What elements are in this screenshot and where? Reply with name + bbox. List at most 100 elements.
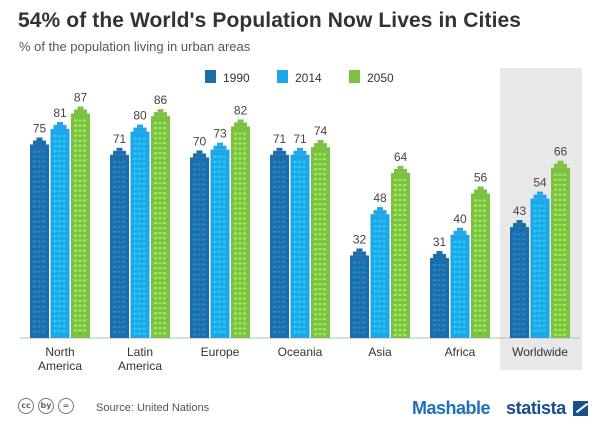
bar-roof <box>314 143 327 148</box>
data-label-asia-1990: 32 <box>353 232 367 246</box>
bar-north-america-1990 <box>30 137 49 338</box>
bar-asia-2050 <box>391 165 410 338</box>
bar-windows <box>33 150 45 333</box>
license-icons: cc by = <box>18 398 74 414</box>
bar-windows <box>373 220 386 333</box>
category-label-africa: Africa <box>445 345 476 359</box>
bar-africa-1990 <box>430 251 449 338</box>
data-label-asia-2050: 64 <box>394 150 408 164</box>
bar-windows <box>453 240 466 333</box>
bar-asia-2014 <box>370 207 390 338</box>
statista-logo[interactable]: statista <box>506 398 566 418</box>
category-label-north-america: North America <box>38 345 82 373</box>
bar-antenna <box>196 150 203 154</box>
bar-roof <box>133 127 147 132</box>
bar-worldwide-2014 <box>530 191 550 338</box>
bar-europe-2050 <box>231 119 250 338</box>
bar-roof <box>113 150 126 155</box>
bar-antenna <box>36 137 43 141</box>
bar-antenna <box>157 109 164 113</box>
bar-antenna <box>137 124 143 128</box>
data-label-oceania-2050: 74 <box>314 124 328 138</box>
bar-north-america-2014 <box>50 122 70 338</box>
bar-windows <box>293 160 306 333</box>
chart-subtitle: % of the population living in urban area… <box>19 39 251 54</box>
bar-windows <box>213 155 226 333</box>
legend-swatch-2014 <box>277 70 288 83</box>
bar-body <box>530 198 550 338</box>
category-label-europe: Europe <box>201 345 240 359</box>
bar-body <box>430 258 449 338</box>
data-label-oceania-1990: 71 <box>273 132 287 146</box>
bar-windows <box>474 199 486 332</box>
legend-swatch-1990 <box>205 70 216 83</box>
bar-europe-1990 <box>190 150 209 338</box>
bar-antenna <box>516 220 523 224</box>
bar-roof <box>293 150 307 155</box>
bar-roof <box>554 163 567 168</box>
legend-label-2014: 2014 <box>295 71 322 85</box>
bar-roof <box>474 189 487 194</box>
bar-roof <box>533 194 547 199</box>
bar-windows <box>74 119 86 332</box>
bar-antenna <box>317 140 324 144</box>
bar-worldwide-1990 <box>510 220 529 338</box>
bar-antenna <box>377 207 383 211</box>
bar-windows <box>234 132 246 335</box>
bar-north-america-2050 <box>71 106 90 338</box>
attribution-icon: by <box>38 398 54 414</box>
bar-roof <box>273 150 286 155</box>
bar-windows <box>273 160 285 333</box>
bar-windows <box>394 178 406 337</box>
bar-africa-2050 <box>471 186 490 338</box>
bar-oceania-2050 <box>311 140 330 338</box>
bar-roof <box>193 153 206 158</box>
data-label-latin-america-1990: 71 <box>113 132 127 146</box>
data-label-worldwide-2050: 66 <box>554 145 568 159</box>
bar-windows <box>433 264 445 332</box>
bar-roof <box>234 122 247 127</box>
bar-antenna <box>477 186 484 190</box>
data-label-europe-1990: 70 <box>193 134 207 148</box>
legend: 1990 2014 2050 <box>205 70 394 85</box>
bar-roof <box>394 168 407 173</box>
data-label-worldwide-2014: 54 <box>533 176 547 190</box>
data-label-north-america-2014: 81 <box>53 106 67 120</box>
data-label-africa-1990: 31 <box>433 235 447 249</box>
bar-roof <box>74 109 87 114</box>
bar-windows <box>113 160 125 333</box>
bar-antenna <box>217 142 223 146</box>
data-label-north-america-2050: 87 <box>74 91 88 105</box>
bar-antenna <box>57 122 63 126</box>
category-label-asia: Asia <box>368 345 392 359</box>
bar-body <box>151 116 170 339</box>
data-label-latin-america-2014: 80 <box>133 109 147 123</box>
bar-latin-america-1990 <box>110 147 129 338</box>
source-note: Source: United Nations <box>96 402 210 414</box>
statista-logo-icon <box>573 401 588 416</box>
bar-worldwide-2050 <box>551 160 570 338</box>
bar-antenna <box>356 248 363 252</box>
category-label-worldwide: Worldwide <box>512 345 568 359</box>
bar-antenna <box>276 147 283 151</box>
bar-roof <box>154 112 167 117</box>
data-label-europe-2014: 73 <box>213 127 227 141</box>
bar-antenna <box>77 106 84 110</box>
bar-windows <box>353 261 365 334</box>
no-derivatives-icon: = <box>58 398 74 414</box>
bar-antenna <box>297 147 303 151</box>
bar-roof <box>213 145 227 150</box>
bar-windows <box>554 173 566 336</box>
mashable-logo[interactable]: Mashable <box>412 398 491 418</box>
data-label-europe-2050: 82 <box>234 103 248 117</box>
bar-roof <box>373 210 387 215</box>
legend-label-2050: 2050 <box>367 71 394 85</box>
data-label-north-america-1990: 75 <box>33 122 47 136</box>
data-label-latin-america-2050: 86 <box>154 93 168 107</box>
legend-label-1990: 1990 <box>223 71 250 85</box>
category-label-oceania: Oceania <box>278 345 323 359</box>
category-label-latin-america: Latin America <box>118 345 162 373</box>
bar-antenna <box>537 191 543 195</box>
bar-latin-america-2014 <box>130 124 150 338</box>
